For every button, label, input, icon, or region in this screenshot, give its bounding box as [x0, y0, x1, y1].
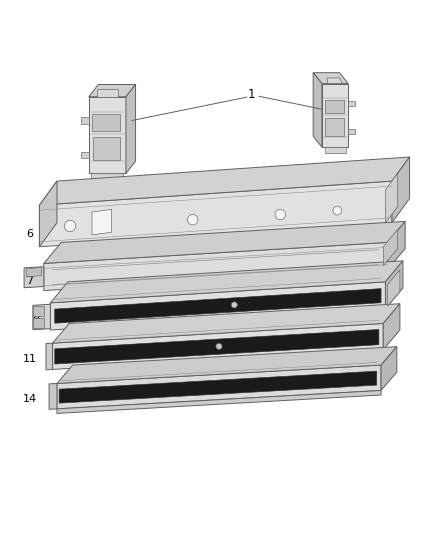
Polygon shape — [81, 152, 88, 158]
Polygon shape — [325, 100, 344, 113]
Polygon shape — [348, 101, 355, 106]
Polygon shape — [50, 261, 403, 303]
Polygon shape — [385, 173, 398, 223]
Polygon shape — [39, 157, 410, 205]
Polygon shape — [392, 157, 410, 223]
Polygon shape — [44, 243, 388, 290]
Polygon shape — [325, 118, 344, 136]
Polygon shape — [383, 230, 397, 266]
Text: 8: 8 — [32, 315, 39, 325]
Polygon shape — [126, 85, 136, 173]
Polygon shape — [57, 346, 397, 383]
Text: 6: 6 — [26, 229, 33, 239]
Polygon shape — [313, 72, 348, 84]
Polygon shape — [26, 268, 42, 277]
Text: 1: 1 — [248, 88, 256, 101]
Polygon shape — [388, 270, 400, 306]
Polygon shape — [92, 115, 120, 131]
Text: 14: 14 — [23, 394, 37, 404]
Polygon shape — [385, 261, 403, 309]
Polygon shape — [381, 346, 397, 391]
Polygon shape — [88, 97, 126, 173]
Polygon shape — [81, 117, 88, 124]
Polygon shape — [88, 85, 136, 97]
Circle shape — [187, 214, 198, 225]
Polygon shape — [388, 221, 405, 270]
Text: 11: 11 — [23, 354, 37, 365]
Polygon shape — [33, 306, 44, 316]
Circle shape — [64, 220, 76, 232]
Polygon shape — [53, 304, 400, 343]
Polygon shape — [313, 72, 322, 147]
Polygon shape — [49, 383, 57, 409]
Polygon shape — [327, 78, 343, 84]
Polygon shape — [322, 84, 348, 147]
Polygon shape — [97, 89, 117, 97]
Polygon shape — [33, 318, 44, 328]
Circle shape — [216, 343, 222, 350]
Polygon shape — [33, 304, 50, 330]
Circle shape — [231, 302, 237, 308]
Text: 7: 7 — [26, 276, 33, 286]
Polygon shape — [55, 329, 379, 364]
Polygon shape — [59, 371, 377, 403]
Polygon shape — [24, 266, 44, 288]
Polygon shape — [55, 289, 381, 323]
Polygon shape — [325, 147, 346, 153]
Polygon shape — [46, 343, 53, 370]
Circle shape — [275, 209, 286, 220]
Polygon shape — [57, 365, 381, 409]
Polygon shape — [92, 209, 112, 235]
Polygon shape — [39, 181, 392, 247]
Polygon shape — [53, 324, 383, 369]
Polygon shape — [348, 130, 355, 134]
Polygon shape — [92, 173, 123, 181]
Polygon shape — [57, 391, 381, 414]
Polygon shape — [383, 304, 400, 350]
Polygon shape — [39, 181, 57, 247]
Polygon shape — [93, 136, 120, 159]
Circle shape — [333, 206, 342, 215]
Polygon shape — [50, 282, 385, 330]
Polygon shape — [44, 221, 405, 263]
